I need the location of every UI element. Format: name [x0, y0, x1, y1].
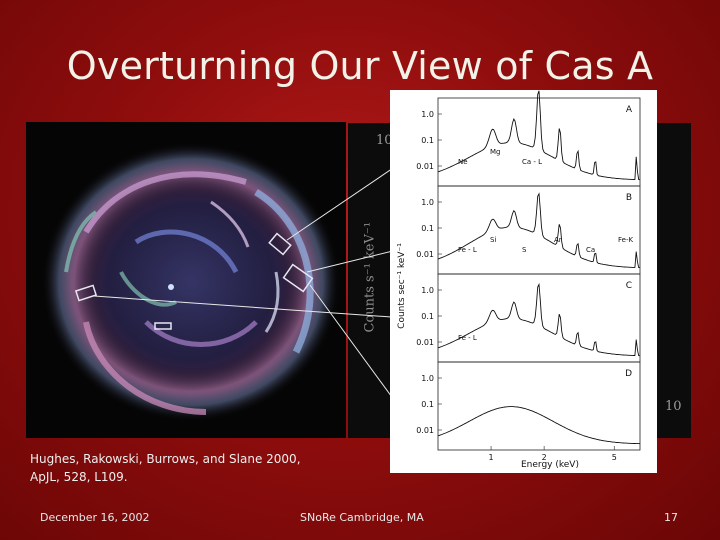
line-annotation: Ca: [586, 246, 595, 254]
line-annotation: S: [522, 246, 527, 254]
y-tick-label: 0.01: [416, 250, 434, 259]
line-annotation: Si: [490, 236, 496, 244]
y-tick-label: 1.0: [421, 198, 434, 207]
spectrum-panel-a: 1.0 0.1 0.01 A Ne Mg Ca - L: [416, 90, 641, 187]
y-tick-label: 0.1: [421, 224, 434, 233]
connector-line-d: [309, 284, 406, 416]
panel-frame-d: [437, 361, 641, 451]
citation: Hughes, Rakowski, Burrows, and Slane 200…: [30, 450, 330, 486]
connector-line-c: [93, 295, 406, 319]
x-tick-label: 5: [612, 453, 617, 462]
footer-date: December 16, 2002: [40, 511, 150, 524]
y-tick-label: 1.0: [421, 374, 434, 383]
background-plot-tick-right: 10: [665, 399, 682, 414]
spectrum-panel-c: 1.0 0.1 0.01 C Fe - L: [416, 273, 641, 363]
panel-letter-a: A: [626, 105, 633, 115]
spectrum-line-a: [437, 90, 641, 181]
line-annotation: Ca - L: [522, 158, 542, 166]
cas-a-xray-image: [26, 122, 346, 438]
spectra-figure: Counts sec⁻¹ keV⁻¹ 1.0 0.1 0.01 A Ne Mg Ca - L…: [390, 90, 657, 473]
region-box-b: [282, 263, 314, 293]
region-box-a: [268, 232, 292, 256]
y-tick-label: 1.0: [421, 286, 434, 295]
y-tick-label: 0.1: [421, 312, 434, 321]
y-tick-label: 0.1: [421, 136, 434, 145]
spectrum-line-b: [437, 192, 640, 269]
connector-line-a: [286, 159, 406, 241]
x-tick-label: 1: [489, 453, 494, 462]
region-box-d: [154, 322, 172, 330]
y-tick-label: 0.1: [421, 400, 434, 409]
y-tick-label: 0.01: [416, 426, 434, 435]
spectrum-line-d: [437, 406, 641, 445]
line-annotation: Fe - L: [458, 334, 477, 342]
spectra-ylabel: Counts sec⁻¹ keV⁻¹: [397, 243, 407, 329]
background-plot-tick-left: 10: [376, 133, 393, 148]
line-annotation: Ar: [554, 236, 562, 244]
line-annotation: Mg: [490, 148, 500, 156]
region-box-c: [74, 284, 98, 302]
citation-line-2: ApJL, 528, L109.: [30, 470, 128, 484]
connector-line-b: [306, 247, 406, 273]
footer-page-number: 17: [664, 511, 678, 524]
y-tick-label: 0.01: [416, 162, 434, 171]
slide-title: Overturning Our View of Cas A: [66, 44, 654, 88]
spectrum-line-c: [437, 282, 641, 357]
footer-venue: SNoRe Cambridge, MA: [300, 511, 424, 524]
panel-letter-c: C: [626, 281, 632, 291]
x-tick-label: 2: [542, 453, 547, 462]
line-annotation: Fe-K: [618, 236, 633, 244]
spectrum-panel-b: 1.0 0.1 0.01 B Fe - L Si S Ar Ca Fe-K: [416, 185, 641, 275]
spectrum-panel-d: 1.0 0.1 0.01 D: [416, 361, 641, 451]
y-tick-label: 0.01: [416, 338, 434, 347]
y-tick-label: 1.0: [421, 110, 434, 119]
panel-frame-a: [437, 97, 641, 187]
line-annotation: Ne: [458, 158, 468, 166]
spectra-xlabel: Energy (keV): [521, 460, 579, 470]
panel-letter-b: B: [626, 193, 632, 203]
panel-letter-d: D: [625, 369, 632, 379]
citation-line-1: Hughes, Rakowski, Burrows, and Slane 200…: [30, 452, 301, 466]
line-annotation: Fe - L: [458, 246, 477, 254]
